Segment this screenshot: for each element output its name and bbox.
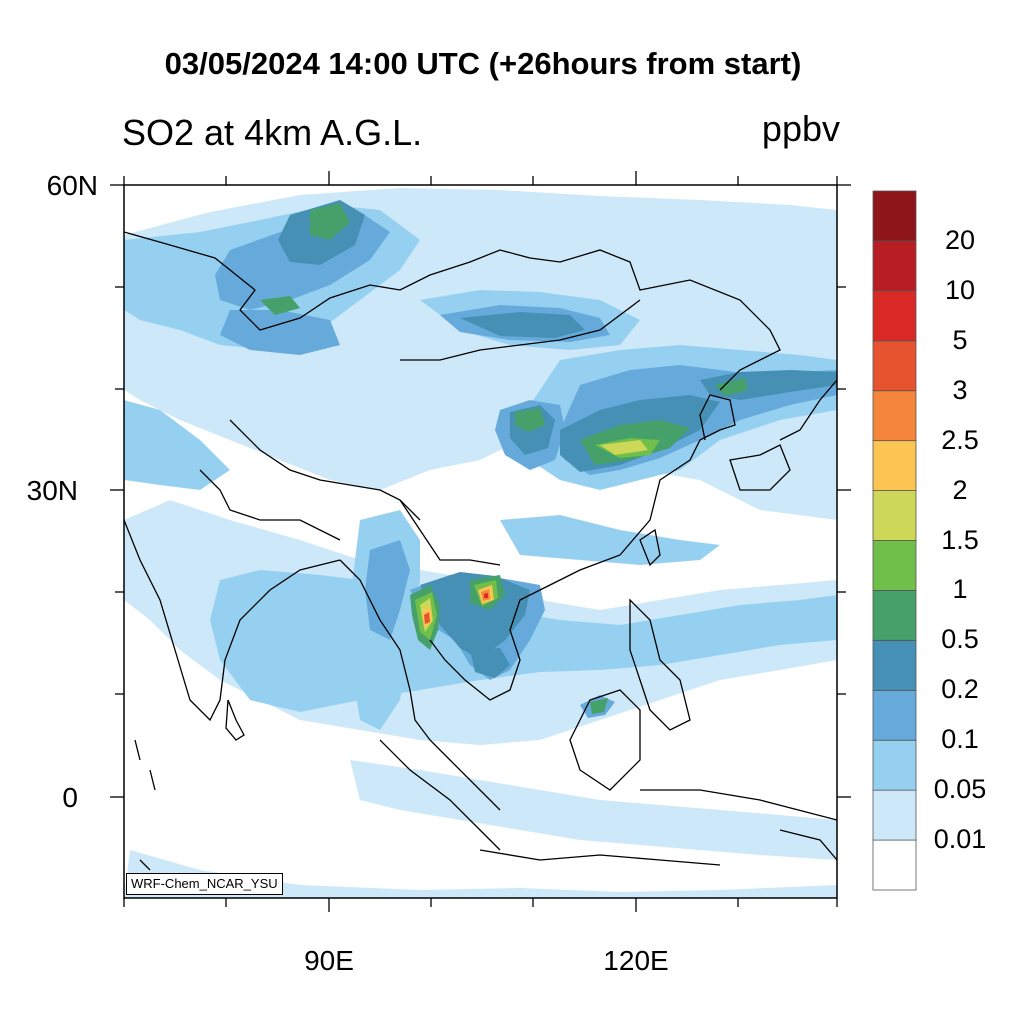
colorbar-label: 3 — [952, 374, 968, 405]
colorbar-swatch — [872, 639, 917, 691]
units-label: ppbv — [761, 108, 840, 149]
colorbar-swatch — [872, 789, 917, 841]
colorbar-label: 0.5 — [941, 624, 979, 655]
colorbar-label: 2 — [952, 474, 968, 505]
coastlines — [124, 231, 837, 871]
colorbar-label: 2.5 — [941, 424, 979, 455]
colorbar-label: 1 — [952, 574, 968, 605]
model-credit: WRF-Chem_NCAR_YSU — [126, 873, 283, 895]
colorbar-label: 0.1 — [941, 724, 979, 755]
variable-title: SO2 at 4km A.G.L. — [122, 112, 423, 153]
so2-field — [124, 185, 837, 898]
colorbar-swatch — [872, 190, 917, 242]
colorbar-label: 0.01 — [933, 824, 987, 855]
colorbar-swatch — [872, 440, 917, 491]
colorbar-swatch — [872, 739, 917, 791]
lon-label-90e: 90E — [304, 945, 354, 976]
lon-label-120e: 120E — [603, 945, 669, 976]
lat-label-60n: 60N — [46, 170, 98, 201]
colorbar-swatch — [872, 340, 917, 392]
colorbar-swatch — [872, 590, 917, 641]
colorbar-swatch — [872, 689, 917, 741]
map-frame — [123, 184, 838, 899]
colorbar-label: 0.05 — [933, 774, 987, 805]
colorbar-label: 1.5 — [941, 524, 979, 555]
colorbar-label: 0.2 — [941, 674, 979, 705]
colorbar-swatch — [872, 839, 917, 891]
colorbar-label: 5 — [952, 324, 968, 355]
lat-label-0: 0 — [62, 782, 78, 813]
lat-label-30n: 30N — [26, 475, 78, 506]
axis-ticks — [110, 171, 851, 912]
colorbar-swatch — [872, 240, 917, 292]
colorbar-swatch — [872, 540, 917, 591]
colorbar-label: 20 — [944, 224, 976, 255]
colorbar-swatch — [872, 290, 917, 342]
colorbar-swatch — [872, 490, 917, 541]
plot-title: 03/05/2024 14:00 UTC (+26hours from star… — [164, 46, 802, 81]
colorbar-swatch — [872, 390, 917, 442]
colorbar — [872, 190, 917, 891]
colorbar-label: 10 — [944, 274, 976, 305]
